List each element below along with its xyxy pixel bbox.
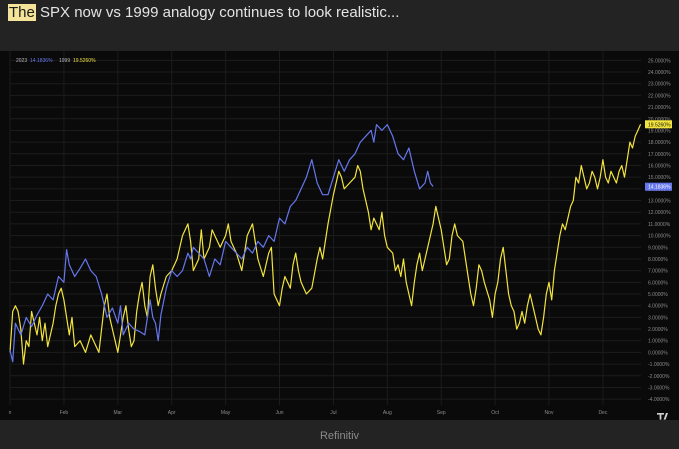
y-tick-label: 20.0000%	[648, 117, 671, 123]
x-tick-label: Sep	[437, 410, 446, 416]
y-tick-label: 6.0000%	[648, 280, 668, 286]
y-tick-label: 21.0000%	[648, 105, 671, 111]
legend-value: 19.5260%	[73, 58, 96, 64]
y-tick-label: 23.0000%	[648, 82, 671, 88]
y-tick-label: 22.0000%	[648, 93, 671, 99]
chart-grid	[9, 51, 641, 405]
y-tick-label: 4.0000%	[648, 304, 668, 310]
x-tick-label: n	[9, 410, 12, 416]
y-tick-label: 12.0000%	[648, 210, 671, 216]
chart-legend: 2023 14.1836% 1999 19.5260%	[16, 58, 96, 64]
y-tick-label: -3.0000%	[648, 385, 670, 391]
chart-series	[9, 124, 642, 365]
y-tick-label: 24.0000%	[648, 70, 671, 76]
x-tick-label: Apr	[168, 410, 176, 416]
y-tick-label: -2.0000%	[648, 374, 670, 380]
y-tick-label: 17.0000%	[648, 152, 671, 158]
x-axis: n Feb Mar Apr May Jun Jul Aug Sep Oct Nov Dec	[9, 410, 608, 416]
page-title: The SPX now vs 1999 analogy continues to…	[8, 4, 399, 21]
y-axis: 25.0000% 24.0000% 23.0000% 22.0000% 21.0000%…	[648, 58, 671, 403]
x-tick-label: Jun	[275, 410, 283, 416]
y-tick-label: 11.0000%	[648, 222, 671, 228]
source-caption: Refinitiv	[319, 430, 360, 442]
y-tick-label: -1.0000%	[648, 362, 670, 368]
series-line-2023	[9, 124, 434, 363]
x-tick-label: Nov	[545, 410, 554, 416]
x-tick-label: Mar	[113, 410, 122, 416]
y-tick-label: 25.0000%	[648, 58, 671, 64]
y-tick-label: 13.0000%	[648, 199, 671, 205]
y-tick-label: 0.0000%	[648, 350, 668, 356]
y-tick-label: 16.0000%	[648, 163, 671, 169]
tradingview-logo-icon	[657, 413, 668, 420]
line-chart: 25.0000% 24.0000% 23.0000% 22.0000% 21.0000%…	[9, 51, 672, 420]
last-value-tags: 14.1836% 19.5260%	[645, 120, 672, 191]
legend-name: 1999	[59, 58, 70, 64]
y-tick-label: 3.0000%	[648, 315, 668, 321]
y-tick-label: 8.0000%	[648, 257, 668, 263]
y-tick-label: 5.0000%	[648, 292, 668, 298]
x-tick-label: Oct	[491, 410, 499, 416]
last-value-tag-bg	[645, 120, 672, 129]
last-value-tag-label: 14.1836%	[648, 185, 671, 191]
y-tick-label: 10.0000%	[648, 234, 671, 240]
legend-name: 2023	[16, 58, 27, 64]
x-tick-label: Dec	[598, 410, 607, 416]
y-tick-label: 18.0000%	[648, 140, 671, 146]
page-title-highlight: The	[8, 4, 36, 21]
y-tick-label: 15.0000%	[648, 175, 671, 181]
last-value-tag-label: 19.5260%	[648, 122, 671, 128]
y-tick-label: 1.0000%	[648, 339, 668, 345]
legend-value: 14.1836%	[30, 58, 53, 64]
x-tick-label: May	[221, 410, 231, 416]
y-tick-label: 9.0000%	[648, 245, 668, 251]
y-tick-label: 7.0000%	[648, 269, 668, 275]
y-tick-label: 19.0000%	[648, 128, 671, 134]
chart-panel: 25.0000% 24.0000% 23.0000% 22.0000% 21.0000%…	[0, 51, 679, 420]
x-tick-label: Feb	[60, 410, 69, 416]
series-line-1999	[9, 124, 642, 365]
x-tick-label: Aug	[383, 410, 392, 416]
x-tick-label: Jul	[330, 410, 336, 416]
last-value-tag-bg	[645, 182, 672, 191]
page-title-text: SPX now vs 1999 analogy continues to loo…	[35, 4, 400, 21]
y-tick-label: -4.0000%	[648, 397, 670, 403]
y-tick-label: 2.0000%	[648, 327, 668, 333]
